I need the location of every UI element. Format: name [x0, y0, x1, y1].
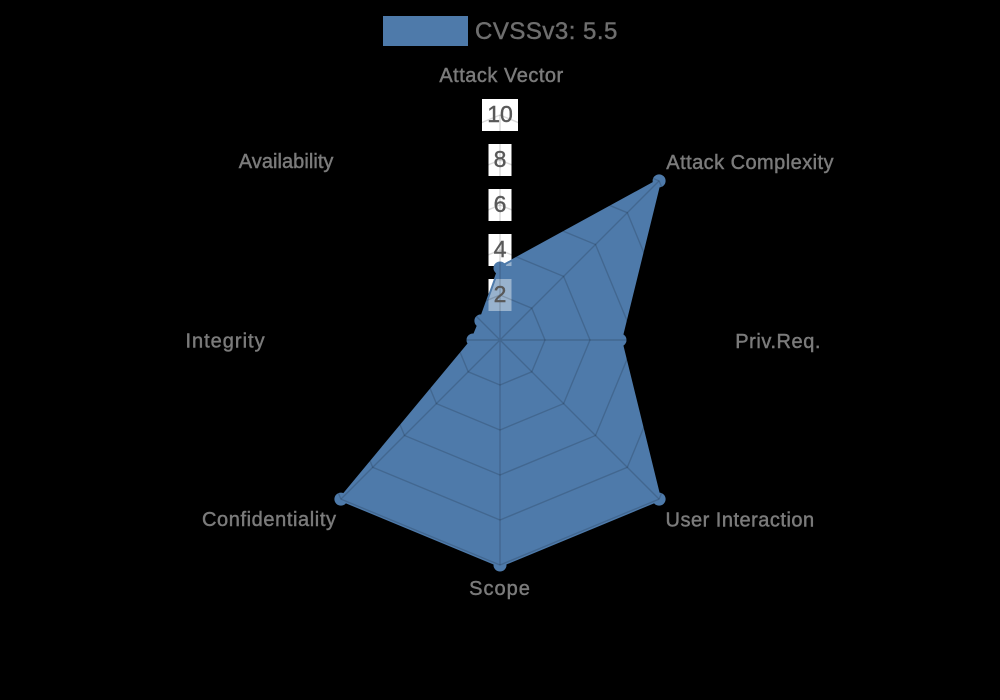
svg-text:8: 8 [494, 146, 507, 172]
svg-text:User Interaction: User Interaction [666, 509, 815, 531]
svg-text:4: 4 [494, 236, 507, 262]
svg-text:10: 10 [487, 101, 513, 127]
svg-text:2: 2 [494, 281, 507, 307]
svg-text:Integrity: Integrity [185, 330, 265, 352]
svg-text:CVSSv3: 5.5: CVSSv3: 5.5 [475, 18, 618, 45]
svg-text:Priv.Req.: Priv.Req. [735, 331, 821, 353]
svg-text:Scope: Scope [469, 578, 531, 600]
svg-text:Confidentiality: Confidentiality [202, 509, 337, 531]
svg-text:Availability: Availability [239, 151, 334, 173]
svg-text:6: 6 [494, 191, 507, 217]
svg-text:Attack Vector: Attack Vector [439, 65, 563, 87]
svg-text:Attack Complexity: Attack Complexity [666, 152, 834, 174]
